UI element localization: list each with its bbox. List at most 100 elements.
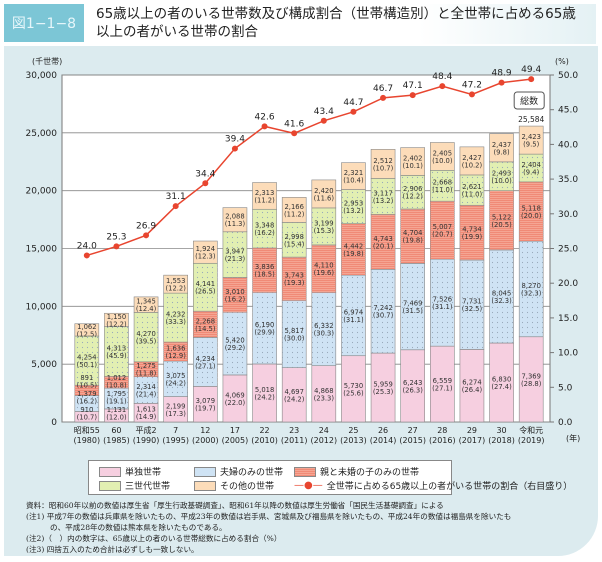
bar-pattern: [222, 312, 247, 375]
stacked-bar-line-chart: 0 5,000 10,000 15,000 20,000 25,000 30,000 0.0 5…: [26, 56, 581, 445]
line-value-label: 39.4: [225, 135, 245, 145]
y-tick-label: 0: [51, 418, 57, 428]
bar-percent-label: (26.5): [195, 288, 216, 296]
bar-value-label: 3,199: [314, 219, 333, 227]
bar-value-label: 4,704: [403, 229, 422, 237]
bar-pattern: [193, 311, 218, 338]
bar-value-label: 6,243: [403, 379, 422, 387]
x-tick-label: 25: [348, 426, 358, 435]
bar-pattern: [282, 300, 307, 368]
bar-percent-label: (32.3): [521, 289, 542, 297]
line-point: [409, 92, 416, 99]
note-3: (注3) 四捨五入のため合計は必ずしも一致しない。: [26, 545, 199, 554]
bar-pattern: [430, 259, 455, 347]
line-point: [350, 108, 357, 115]
bar-pattern: [134, 376, 159, 404]
bar-value-label: 2,420: [314, 187, 333, 195]
x-tick-year: (2010): [251, 436, 278, 445]
line-value-label: 49.4: [521, 65, 541, 75]
bar-segment: [430, 345, 455, 423]
bar-value-label: 1,012: [107, 374, 126, 382]
bar-value-label: 5,122: [492, 213, 511, 221]
bar-percent-label: (20.0): [521, 212, 542, 220]
bar-percent-label: (19.6): [314, 269, 335, 277]
bar-segment: [341, 355, 366, 423]
x-tick-label: 27: [408, 426, 418, 435]
legend-swatch: [194, 480, 216, 491]
line-point: [231, 145, 238, 152]
bar-value-label: 1,636: [166, 345, 185, 353]
bar-value-label: 7,731: [462, 298, 481, 306]
bar-value-label: 1,150: [107, 313, 126, 321]
line-value-label: 47.1: [403, 81, 423, 91]
line-point: [143, 232, 150, 239]
bar-percent-label: (16.2): [254, 229, 275, 237]
note-1: (注1) 平成7年の数値は兵庫県を除いたもの、平成23年の数値は岩手県、宮城県及…: [26, 512, 512, 521]
bar-value-label: 891: [80, 374, 93, 382]
y2-tick-label: 5.0: [558, 383, 573, 393]
bar-value-label: 2,427: [462, 154, 481, 162]
bar-segment: [104, 312, 129, 327]
bar-value-label: 2,199: [166, 402, 185, 410]
x-tick-label: 7: [173, 426, 178, 435]
y2-tick-label: 10.0: [558, 349, 578, 359]
bar-value-label: 5,730: [344, 382, 363, 390]
bar-percent-label: (13.2): [373, 197, 394, 205]
bar-value-label: 7,242: [373, 304, 392, 312]
bar-value-label: 2,493: [492, 169, 511, 177]
line-value-label: 31.1: [166, 192, 186, 202]
x-tick-label: 60: [111, 426, 121, 435]
bar-percent-label: (30.3): [314, 330, 335, 338]
bar-value-label: 2,268: [196, 317, 215, 325]
x-tick-year: (1990): [133, 436, 160, 445]
bar-segment: [370, 149, 396, 179]
bar-percent-label: (11.8): [136, 370, 157, 378]
bar-percent-label: (10.0): [432, 157, 453, 165]
bar-value-label: 910: [80, 406, 93, 414]
legend-item: —●— 全世帯に占める65歳以上の者がいる世帯の割合（右目盛り）: [294, 479, 572, 492]
bar-segment: [252, 182, 277, 210]
bar-pattern: [519, 154, 544, 182]
bar-value-label: 4,868: [314, 387, 333, 395]
x-tick-year: (2019): [518, 436, 545, 445]
bar-percent-label: (12.2): [402, 193, 423, 201]
bar-percent-label: (12.2): [165, 285, 186, 293]
notes: 資料：昭和60年以前の数値は厚生省「厚生行政基礎調査」、昭和61年以降の数値は厚…: [26, 500, 586, 555]
bar-percent-label: (20.1): [373, 242, 394, 250]
bar-pattern: [282, 257, 307, 301]
y2-tick-label: 35.0: [558, 175, 578, 185]
x-tick-label: 26: [378, 426, 388, 435]
bar-percent-label: (19.3): [284, 279, 305, 287]
bar-percent-label: (30.7): [373, 312, 394, 320]
line-point: [202, 180, 209, 187]
y2-tick-label: 40.0: [558, 140, 578, 150]
bar-pattern: [489, 190, 514, 250]
bar-value-label: 2,437: [492, 141, 511, 149]
y-tick-label: 25,000: [26, 129, 58, 139]
chart-legend: 単独世帯 夫婦のみの世帯 親と未婚の子のみの世帯 三世代世帯 その他の世帯 —●…: [88, 460, 572, 495]
bar-percent-label: (10.8): [106, 382, 127, 390]
legend-label: 全世帯に占める65歳以上の者がいる世帯の割合（右目盛り）: [326, 482, 573, 492]
line-point: [320, 117, 327, 124]
bar-value-label: 3,947: [225, 248, 244, 256]
bar-pattern: [311, 244, 336, 293]
bar-value-label: 5,817: [284, 327, 303, 335]
bar-percent-label: (14.9): [136, 413, 157, 421]
y2-tick-label: 45.0: [558, 106, 578, 116]
bar-segment: [518, 336, 544, 423]
bar-value-label: 4,743: [373, 235, 392, 243]
bar-pattern: [400, 175, 425, 209]
y2-tick-label: 15.0: [558, 314, 578, 324]
bar-percent-label: (27.1): [432, 385, 453, 393]
bar-percent-label: (32.5): [462, 305, 483, 313]
bar-percent-label: (14.5): [195, 325, 216, 333]
bar-value-label: 1,553: [166, 277, 185, 285]
bar-percent-label: (10.4): [343, 177, 364, 185]
bar-percent-label: (11.0): [432, 186, 453, 194]
bar-pattern: [311, 207, 336, 245]
bar-value-label: 3,743: [284, 272, 303, 280]
bar-value-label: 6,974: [344, 308, 363, 316]
x-tick-year: (1980): [74, 436, 101, 445]
line-point: [380, 94, 387, 101]
bar-segment: [222, 207, 248, 233]
